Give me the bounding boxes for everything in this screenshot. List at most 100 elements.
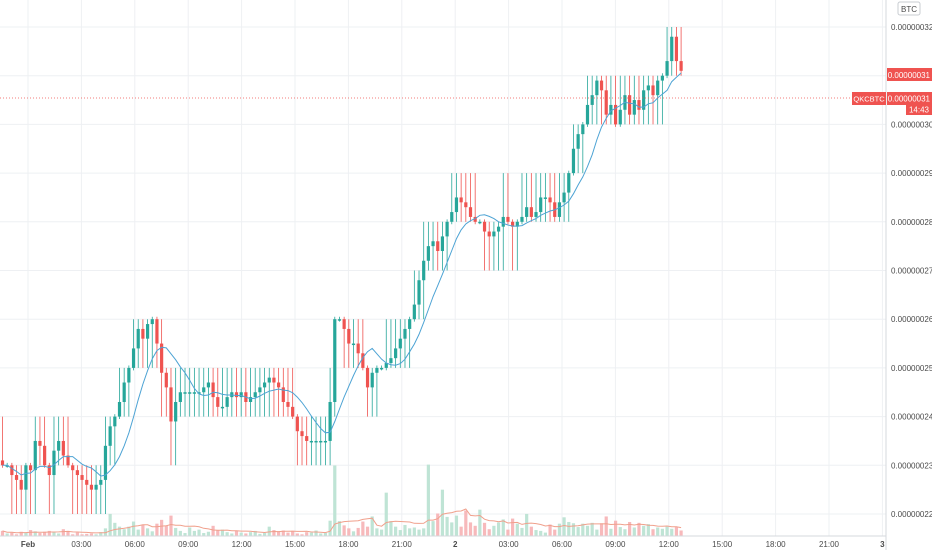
candle-body (155, 319, 159, 344)
currency-badge[interactable]: BTC (897, 1, 921, 16)
volume-bar (571, 523, 576, 536)
volume-bar (525, 513, 529, 536)
countdown-label: 14:43 (909, 106, 930, 115)
volume-bar (262, 533, 267, 536)
candle-body (113, 416, 117, 427)
volume-bar (361, 521, 365, 536)
candle-body (567, 173, 571, 193)
volume-bar (651, 529, 655, 536)
volume-bar (136, 529, 140, 536)
candle-body (515, 221, 519, 227)
volume-bar (412, 527, 416, 536)
volume-bar (197, 529, 201, 536)
candle-body (57, 440, 61, 451)
volume-bar (52, 532, 56, 536)
volume-bar (337, 521, 342, 536)
time-tick-label: 15:00 (712, 540, 733, 549)
volume-bar (131, 521, 136, 536)
volume-bar (169, 515, 173, 536)
candle-body (319, 440, 323, 443)
candle-body (398, 338, 402, 349)
volume-bar (403, 524, 407, 536)
volume-bar (487, 529, 491, 536)
candle-body (431, 241, 435, 247)
candle-body (417, 280, 421, 305)
volume-bar (557, 523, 562, 536)
volume-bar (127, 526, 131, 536)
candle-body (277, 382, 281, 388)
candle-body (197, 392, 201, 394)
volume-bar (482, 522, 487, 536)
volume-bar (595, 529, 599, 536)
candle-body (291, 406, 295, 417)
candle-body (75, 470, 79, 476)
symbol-price-value: 0.00000031 (888, 95, 931, 104)
volume-bar (71, 534, 75, 536)
candle-body (206, 382, 211, 388)
volume-bar (581, 523, 585, 536)
volume-bar (19, 531, 23, 536)
volume-bar (33, 531, 37, 536)
volume-bar (604, 516, 608, 536)
candle-body (333, 319, 337, 402)
volume-bar (117, 526, 122, 536)
volume-bar (216, 530, 220, 536)
candle-body (482, 221, 487, 232)
volume-bar (99, 532, 103, 536)
candle-body (258, 387, 262, 393)
candle-body (679, 61, 683, 71)
candle-body (361, 353, 365, 368)
volume-bar (464, 510, 468, 536)
candle-body (351, 343, 356, 346)
time-tick-label: 3 (880, 540, 885, 549)
candle-body (613, 104, 618, 125)
candle-body (665, 61, 669, 76)
candle-body (286, 401, 290, 407)
volume-bar (548, 524, 552, 536)
volume-bar (417, 529, 421, 536)
candle-body (192, 392, 196, 394)
volume-bar (267, 526, 271, 536)
volume-bar (61, 529, 65, 536)
volume-bar (520, 527, 524, 536)
volume-bar (10, 532, 14, 536)
candle-body (71, 465, 75, 471)
candle-body (99, 479, 103, 485)
candle-body (94, 484, 98, 490)
volume-bar (529, 526, 533, 536)
candle-body (337, 319, 342, 321)
candle-body (628, 95, 632, 115)
time-tick-label: 03:00 (499, 540, 520, 549)
candle-body (52, 450, 56, 476)
volume-bar (534, 530, 538, 536)
time-tick-label: 18:00 (338, 540, 359, 549)
volume-bar (234, 530, 239, 536)
candle-body (478, 221, 482, 224)
candle-body (38, 440, 42, 446)
volume-bar (356, 527, 360, 536)
volume-bar (637, 522, 641, 536)
grid (0, 0, 886, 536)
candle-body (28, 465, 33, 471)
volume-bar (473, 525, 477, 536)
last-price-label: 0.00000031 (887, 68, 932, 81)
volume-bar (122, 529, 126, 536)
candle-body (576, 134, 580, 149)
candle-body (127, 367, 131, 383)
volume-bar (539, 530, 543, 536)
candle-body (103, 445, 108, 480)
candle-body (66, 455, 70, 466)
volume-bar (642, 525, 646, 536)
volume-bar (656, 527, 660, 536)
volume-bar (57, 533, 61, 536)
volume-bar (459, 526, 463, 536)
volume-bar (660, 528, 664, 536)
volume-bar (178, 530, 182, 536)
price-tick-label: 0.00000030 (891, 120, 932, 129)
candle-body (225, 397, 229, 407)
volume-bar (286, 532, 290, 536)
volume-bar (454, 515, 459, 536)
candle-body (248, 397, 253, 402)
